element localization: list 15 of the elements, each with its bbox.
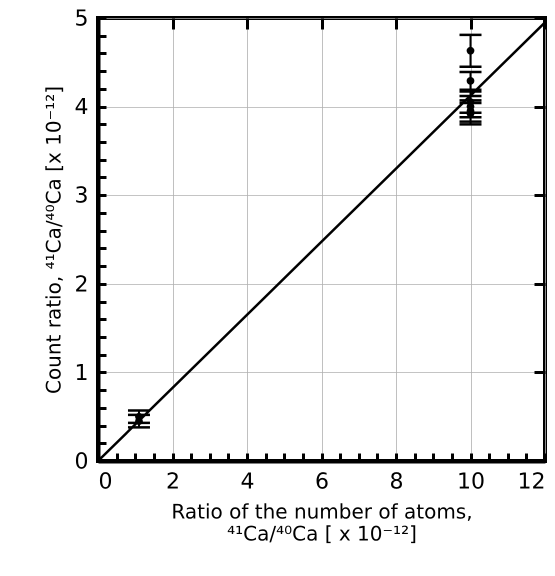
y-tick-label: 1 xyxy=(74,360,88,386)
x-tick-label: 6 xyxy=(315,470,329,494)
y-tick-label: 2 xyxy=(74,272,88,298)
x-axis-title: Ratio of the number of atoms, ⁴¹Ca/⁴⁰Ca [ x 10⁻¹²] xyxy=(171,500,473,546)
y-tick-label: 5 xyxy=(74,6,88,32)
x-tick-label: 8 xyxy=(390,470,404,494)
y-tick-label: 3 xyxy=(74,184,88,209)
x-tick-label: 4 xyxy=(240,470,254,494)
y-tick-label: 4 xyxy=(74,95,88,120)
x-tick-label: 0 xyxy=(98,470,112,494)
x-tick-label: 12 xyxy=(518,470,546,494)
y-tick-label: 0 xyxy=(74,450,88,474)
x-tick-label: 10 xyxy=(457,470,485,494)
x-tick-label: 2 xyxy=(166,470,180,494)
y-axis-title: Count ratio, ⁴¹Ca/⁴⁰Ca [x 10⁻¹²] xyxy=(42,86,66,394)
